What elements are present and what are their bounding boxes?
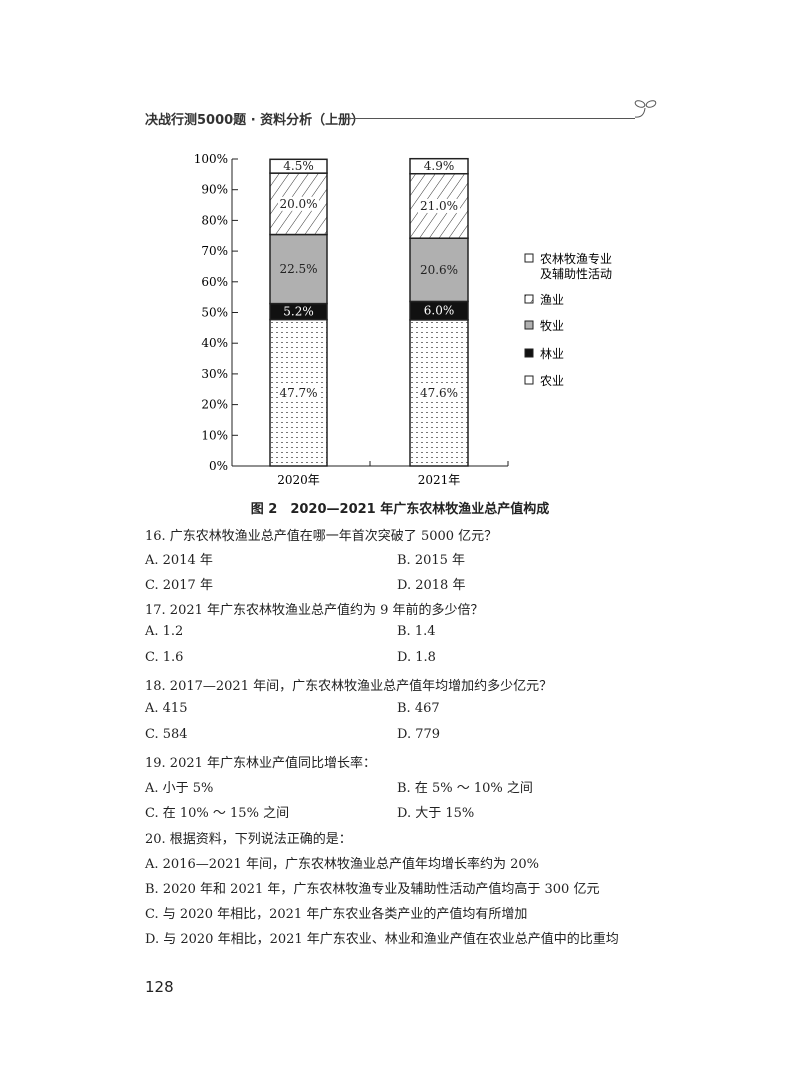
label-bg bbox=[418, 198, 460, 213]
legend-swatch bbox=[524, 253, 534, 263]
bar-segment bbox=[409, 157, 469, 175]
answer-option: C. 与 2020 年相比，2021 年广东农业各类产业的产值均有所增加 bbox=[145, 907, 528, 922]
legend-label: 林业 bbox=[540, 347, 564, 361]
legend-swatch bbox=[524, 348, 534, 358]
answer-option: C. 2017 年 bbox=[145, 578, 213, 593]
answer-option: C. 在 10% ～ 15% 之间 bbox=[145, 806, 290, 821]
answer-option: D. 大于 15% bbox=[397, 806, 475, 821]
label-bg bbox=[418, 385, 460, 400]
answer-option: B. 2015 年 bbox=[397, 553, 466, 568]
legend-label: 牧业 bbox=[540, 319, 564, 333]
answer-option: A. 415 bbox=[145, 701, 188, 716]
answer-option: A. 2014 年 bbox=[145, 553, 213, 568]
y-tick-label: 100% bbox=[194, 152, 228, 166]
y-tick-label: 0% bbox=[209, 459, 228, 473]
answer-option: D. 2018 年 bbox=[397, 578, 466, 593]
answer-option: B. 1.4 bbox=[397, 624, 436, 639]
x-tick-label: 2021年 bbox=[418, 473, 461, 487]
sprout-icon bbox=[634, 100, 657, 118]
x-tick-label: 2020年 bbox=[277, 473, 320, 487]
stacked-bar-chart: 0% 10% 20% 30% 40% 50% 60% 70% 80% 90% 100% 47.7% 5.… bbox=[194, 152, 612, 487]
label-bg bbox=[278, 196, 319, 211]
legend-swatch bbox=[524, 375, 534, 385]
page-number: 128 bbox=[145, 978, 174, 996]
question-stem: 20. 根据资料，下列说法正确的是： bbox=[145, 832, 352, 847]
legend-swatch bbox=[524, 294, 534, 304]
running-header: 决战行测5000题 · 资料分析（上册） bbox=[145, 113, 365, 128]
y-tick-label: 50% bbox=[201, 306, 228, 320]
y-tick-label: 80% bbox=[201, 213, 228, 227]
answer-option: D. 1.8 bbox=[397, 650, 436, 665]
figure-caption: 图 2 2020—2021 年广东农林牧渔业总产值构成 bbox=[250, 502, 550, 517]
data-label: 47.6% bbox=[420, 386, 458, 400]
legend-label: 及辅助性活动 bbox=[540, 267, 612, 281]
data-label: 47.7% bbox=[279, 386, 317, 400]
bar-segment bbox=[409, 237, 469, 303]
data-label: 6.0% bbox=[424, 304, 455, 318]
question-stem: 17. 2021 年广东农林牧渔业总产值约为 9 年前的多少倍？ bbox=[145, 603, 484, 618]
y-tick-label: 40% bbox=[201, 336, 228, 350]
legend-label: 农林牧渔专业 bbox=[540, 251, 612, 266]
y-tick-label: 60% bbox=[201, 275, 228, 289]
data-label: 4.9% bbox=[424, 159, 455, 173]
question-stem: 19. 2021 年广东林业产值同比增长率： bbox=[145, 756, 377, 771]
answer-option: A. 1.2 bbox=[145, 624, 184, 639]
answer-option: B. 467 bbox=[397, 701, 440, 716]
y-tick-label: 10% bbox=[201, 428, 228, 442]
answer-option: A. 小于 5% bbox=[145, 781, 214, 796]
legend-label: 渔业 bbox=[540, 293, 564, 307]
answer-option: C. 1.6 bbox=[145, 650, 184, 665]
y-tick-label: 90% bbox=[201, 183, 228, 197]
label-bg bbox=[278, 385, 319, 400]
header-rule bbox=[345, 118, 635, 119]
answer-option: C. 584 bbox=[145, 727, 188, 742]
legend-swatch bbox=[524, 320, 534, 330]
answer-option: D. 779 bbox=[397, 727, 441, 742]
answer-option: B. 2020 年和 2021 年，广东农林牧渔专业及辅助性活动产值均高于 30… bbox=[145, 882, 600, 897]
data-label: 5.2% bbox=[283, 305, 314, 319]
question-stem: 18. 2017—2021 年间，广东农林牧渔业总产值年均增加约多少亿元？ bbox=[145, 679, 553, 694]
y-tick-label: 70% bbox=[201, 244, 228, 258]
legend-label: 农业 bbox=[540, 374, 564, 388]
question-stem: 16. 广东农林牧渔业总产值在哪一年首次突破了 5000 亿元？ bbox=[145, 529, 498, 544]
data-label: 4.5% bbox=[283, 159, 314, 173]
data-label: 20.0% bbox=[279, 197, 317, 211]
y-tick-label: 30% bbox=[201, 367, 228, 381]
data-label: 22.5% bbox=[279, 262, 317, 276]
bar-segment bbox=[269, 158, 328, 174]
data-label: 21.0% bbox=[420, 199, 458, 213]
answer-option: D. 与 2020 年相比，2021 年广东农业、林业和渔业产值在农业总产值中的… bbox=[145, 932, 619, 947]
y-tick-label: 20% bbox=[201, 398, 228, 412]
data-label: 20.6% bbox=[420, 263, 458, 277]
answer-option: B. 在 5% ～ 10% 之间 bbox=[397, 781, 533, 796]
answer-option: A. 2016—2021 年间，广东农林牧渔业总产值年均增长率约为 20% bbox=[145, 857, 539, 872]
